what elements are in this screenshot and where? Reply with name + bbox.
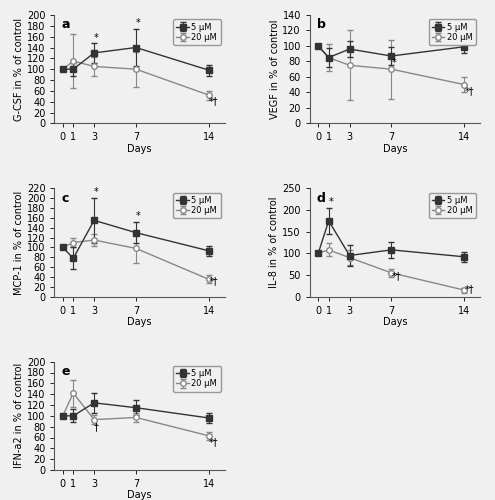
Text: †: † [94, 422, 99, 432]
Legend: 5 μM, 20 μM: 5 μM, 20 μM [173, 366, 221, 392]
Text: *: * [136, 212, 141, 222]
Text: *†: *† [392, 271, 401, 281]
Text: *†: *† [464, 284, 474, 294]
Y-axis label: IL-8 in % of control: IL-8 in % of control [269, 196, 280, 288]
Y-axis label: VEGF in % of control: VEGF in % of control [270, 20, 280, 119]
Text: e: e [61, 365, 70, 378]
Text: *†: *† [209, 437, 219, 447]
Text: *†: *† [209, 96, 219, 106]
Text: *†: *† [209, 276, 219, 286]
Legend: 5 μM, 20 μM: 5 μM, 20 μM [173, 192, 221, 218]
X-axis label: Days: Days [127, 490, 152, 500]
X-axis label: Days: Days [127, 317, 152, 327]
Y-axis label: MCP-1 in % of control: MCP-1 in % of control [14, 190, 24, 294]
Text: *: * [136, 18, 141, 28]
X-axis label: Days: Days [383, 144, 407, 154]
Text: *: * [94, 187, 99, 197]
Y-axis label: G-CSF in % of control: G-CSF in % of control [14, 18, 24, 120]
Text: d: d [317, 192, 326, 204]
Legend: 5 μM, 20 μM: 5 μM, 20 μM [429, 192, 476, 218]
Text: c: c [61, 192, 69, 204]
Text: *: * [329, 197, 334, 207]
Text: *†: *† [464, 86, 474, 96]
X-axis label: Days: Days [383, 317, 407, 327]
Text: a: a [61, 18, 70, 31]
Legend: 5 μM, 20 μM: 5 μM, 20 μM [173, 19, 221, 45]
Legend: 5 μM, 20 μM: 5 μM, 20 μM [429, 19, 476, 45]
Text: *: * [392, 58, 396, 68]
X-axis label: Days: Days [127, 144, 152, 154]
Text: *: * [94, 32, 99, 42]
Y-axis label: IFN-a2 in % of control: IFN-a2 in % of control [14, 363, 24, 469]
Text: b: b [317, 18, 326, 31]
